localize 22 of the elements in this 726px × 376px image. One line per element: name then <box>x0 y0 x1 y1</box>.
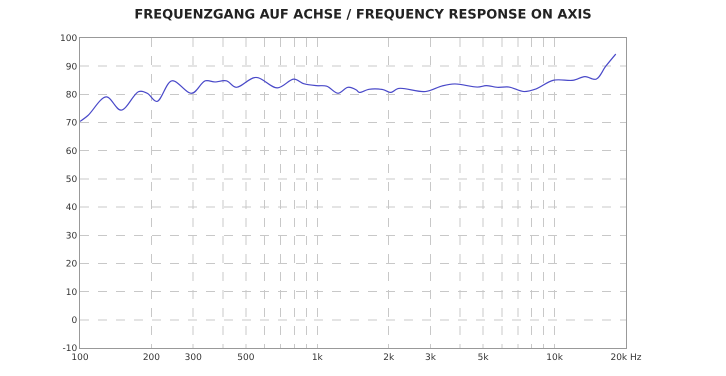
y-tick-label: 10 <box>66 288 78 298</box>
y-tick-label: 60 <box>66 146 78 157</box>
x-tick-label: 10k <box>546 352 564 363</box>
y-tick-label: 50 <box>66 175 78 186</box>
x-tick-label: 20k Hz <box>610 352 642 363</box>
y-tick-label: 90 <box>66 62 78 72</box>
x-tick-label: 5k <box>478 352 490 363</box>
y-tick-label: 0 <box>71 316 78 326</box>
chart-title: FREQUENZGANG AUF ACHSE / FREQUENCY RESPONSE ON AXIS <box>134 8 592 22</box>
x-tick-label: 200 <box>142 352 160 363</box>
y-tick-label: 80 <box>66 90 78 101</box>
y-tick-label: 70 <box>66 118 78 129</box>
x-tick-label: 2k <box>383 352 395 363</box>
y-tick-label: 30 <box>66 231 78 242</box>
x-tick-label: 3k <box>425 352 437 363</box>
y-tick-label: 100 <box>60 34 78 44</box>
y-tick-label: -10 <box>62 344 78 354</box>
x-tick-label: 500 <box>237 352 255 363</box>
y-tick-label: 40 <box>66 203 78 214</box>
y-tick-label: 20 <box>66 260 78 270</box>
x-tick-label: 1k <box>312 352 324 363</box>
x-tick-label: 300 <box>184 352 202 363</box>
